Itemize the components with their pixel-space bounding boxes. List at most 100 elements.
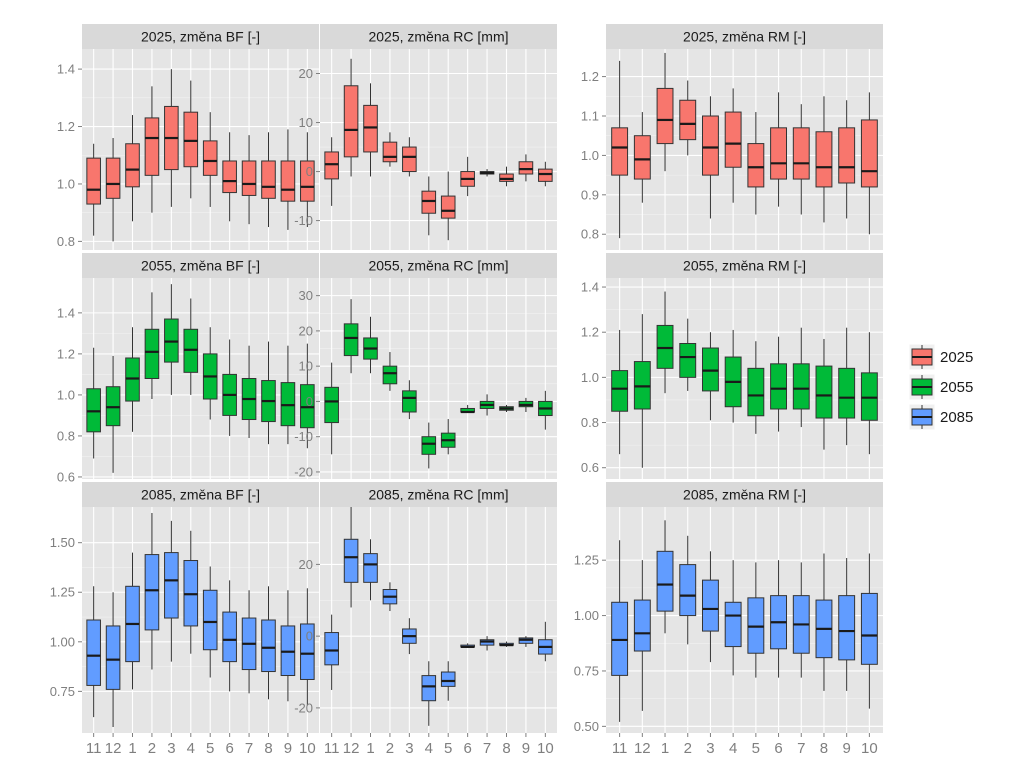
boxplot-box — [261, 586, 276, 700]
boxplot-box — [144, 86, 160, 213]
box-iqr — [324, 632, 339, 666]
box-iqr — [105, 625, 121, 690]
facet-title: 2055, změna BF [-] — [141, 258, 260, 274]
boxplot-box — [164, 69, 179, 207]
boxplot-box — [183, 298, 199, 395]
box-iqr — [202, 140, 218, 176]
boxplot-box — [838, 327, 856, 446]
boxplot-box — [363, 83, 378, 177]
box-iqr — [860, 119, 878, 188]
boxplot-box — [538, 161, 553, 187]
x-tick-label: 3 — [706, 740, 714, 757]
boxplot-box — [770, 336, 788, 432]
facet-title: 2055, změna RM [-] — [683, 258, 806, 274]
box-iqr — [860, 372, 878, 421]
boxplot-box — [460, 404, 475, 414]
boxplot-box — [324, 137, 339, 206]
facet-strip — [606, 24, 883, 49]
box-iqr — [518, 161, 534, 175]
boxplot-box — [86, 347, 101, 459]
boxplot-box — [324, 614, 339, 690]
box-iqr — [770, 363, 788, 410]
facet-title: 2025, změna BF [-] — [141, 29, 260, 45]
boxplot-box — [656, 291, 674, 394]
y-tick-label: 1.25 — [50, 585, 75, 600]
boxplot-box — [499, 641, 514, 647]
y-tick-label: 0.8 — [581, 227, 599, 242]
boxplot-box — [518, 397, 534, 412]
y-tick-label: 20 — [299, 66, 313, 81]
boxplot-box — [105, 592, 121, 728]
y-tick-label: 30 — [299, 288, 313, 303]
facet-panel: 2055, změna RC [mm] -20 -10 0 10 20 30 — [294, 253, 557, 479]
x-tick-label: 11 — [324, 740, 340, 757]
y-tick-label: 1.2 — [57, 346, 75, 361]
boxplot-box — [421, 176, 437, 236]
boxplot-box — [105, 138, 121, 242]
y-tick-label: 0.75 — [574, 663, 599, 678]
boxplot-box — [261, 341, 276, 445]
box-iqr — [105, 157, 121, 199]
x-tick-label: 10 — [299, 740, 316, 757]
boxplot-box — [518, 636, 534, 647]
boxplot-box — [538, 621, 553, 662]
boxplot-box — [479, 636, 495, 651]
y-tick-label: 1.2 — [581, 325, 599, 340]
box-iqr — [280, 160, 296, 202]
boxplot-box — [633, 560, 651, 711]
boxplot-box — [479, 169, 495, 177]
boxplot-box — [747, 112, 765, 215]
boxplot-box — [815, 338, 833, 450]
box-iqr — [656, 550, 674, 612]
box-iqr — [421, 190, 437, 214]
boxplot-box — [105, 355, 121, 473]
box-iqr — [701, 115, 719, 176]
box-iqr — [421, 436, 437, 455]
box-iqr — [300, 623, 315, 680]
box-iqr — [300, 160, 315, 202]
box-iqr — [724, 111, 742, 168]
y-tick-label: 1.0 — [581, 370, 599, 385]
y-tick-label: 0 — [306, 629, 313, 644]
boxplot-box — [402, 380, 417, 420]
y-tick-label: 0.50 — [574, 719, 599, 734]
x-tick-label: 9 — [843, 740, 851, 757]
boxplot-box — [656, 52, 674, 172]
y-tick-label: 1.2 — [57, 119, 75, 134]
boxplot-box — [421, 661, 437, 726]
x-tick-label: 4 — [187, 740, 195, 757]
boxplot-box — [222, 132, 237, 222]
y-tick-label: 1.25 — [574, 553, 599, 568]
x-tick-label: 1 — [128, 740, 136, 757]
boxplot-box — [518, 154, 534, 182]
boxplot-box — [440, 171, 456, 241]
x-tick-label: 5 — [444, 740, 452, 757]
plot-background — [320, 49, 557, 250]
y-tick-label: 0.8 — [57, 428, 75, 443]
box-iqr — [363, 104, 378, 153]
boxplot-box — [86, 586, 101, 718]
boxplot-box — [499, 404, 514, 412]
y-tick-label: -20 — [294, 700, 313, 715]
box-iqr — [324, 386, 339, 424]
y-tick-label: 0.9 — [581, 187, 599, 202]
legend-entry: 2055 — [908, 373, 973, 401]
boxplot-box — [382, 132, 398, 167]
boxplot-box — [724, 560, 742, 676]
boxplot-box — [633, 314, 651, 468]
plot-background — [320, 507, 557, 733]
boxplot-box — [611, 540, 629, 722]
box-iqr — [324, 151, 339, 180]
box-iqr — [402, 146, 417, 173]
boxplot-box — [280, 129, 296, 230]
facet-title: 2025, změna RC [mm] — [368, 29, 508, 45]
boxplot-box — [679, 535, 697, 645]
x-tick-label: 11 — [86, 740, 102, 757]
x-tick-label: 12 — [343, 740, 360, 757]
facet-strip — [320, 482, 557, 507]
boxplot-box — [300, 588, 315, 706]
box-iqr — [770, 127, 788, 180]
boxplot-box — [343, 58, 359, 177]
box-iqr — [499, 173, 514, 182]
